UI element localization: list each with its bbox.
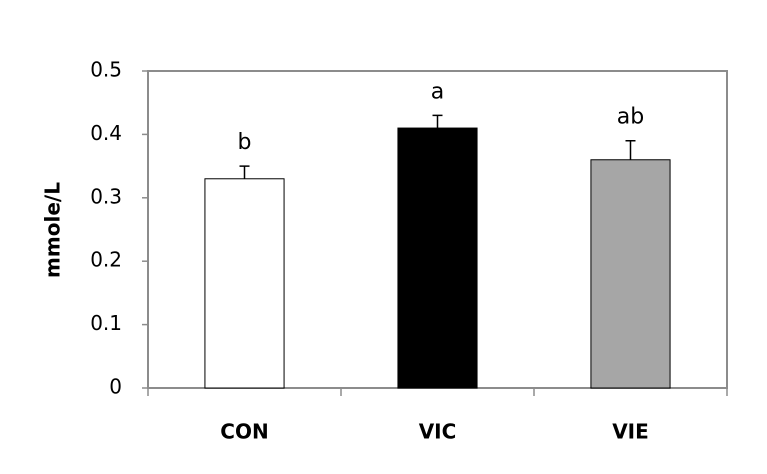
significance-letter: ab (617, 105, 644, 130)
error-bar (239, 165, 250, 179)
error-bar (432, 114, 443, 129)
y-tick-label: 0.4 (90, 121, 122, 145)
significance-letter: a (431, 79, 444, 104)
y-tick-label: 0.2 (90, 248, 122, 272)
bar (590, 159, 671, 389)
error-bar (625, 139, 636, 160)
x-tick-label: VIE (612, 420, 649, 444)
x-tick-label: VIC (419, 420, 457, 444)
bar (397, 127, 478, 389)
bar (204, 178, 285, 389)
significance-letter: b (238, 130, 252, 155)
x-tick-label: CON (220, 420, 268, 444)
y-axis-label: mmole/L (41, 182, 65, 278)
y-tick-label: 0 (109, 375, 122, 399)
y-tick-label: 0.3 (90, 184, 122, 208)
y-tick-label: 0.1 (90, 311, 122, 335)
y-tick-label: 0.5 (90, 58, 122, 82)
